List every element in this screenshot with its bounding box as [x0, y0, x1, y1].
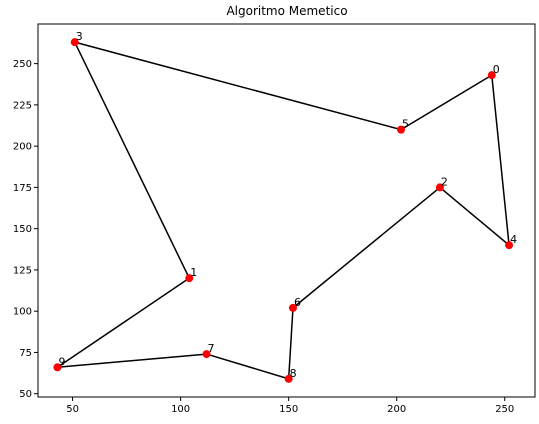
route-point-0	[487, 71, 496, 80]
route-segment-2-4	[439, 186, 510, 246]
route-segment-1-9	[57, 277, 190, 368]
plot-frame	[37, 23, 536, 398]
route-point-4	[505, 241, 514, 250]
point-label-9: 9	[58, 355, 65, 368]
route-point-2	[435, 183, 444, 192]
point-label-3: 3	[76, 30, 83, 43]
point-label-6: 6	[294, 296, 301, 309]
y-tick-label-50: 50	[19, 389, 32, 400]
x-tick-label-200: 200	[387, 404, 406, 415]
route-point-6	[288, 303, 297, 312]
route-segment-7-8	[206, 353, 289, 380]
x-tick-label-250: 250	[495, 404, 514, 415]
y-tick-label-225: 225	[13, 100, 32, 111]
point-label-2: 2	[441, 175, 448, 188]
point-label-5: 5	[402, 118, 409, 131]
point-label-7: 7	[208, 342, 215, 355]
chart-title: Algoritmo Memetico	[226, 4, 347, 18]
point-label-1: 1	[190, 266, 197, 279]
route-segment-9-7	[57, 353, 207, 369]
y-tick-label-75: 75	[19, 348, 32, 359]
route-segment-8-6	[287, 307, 294, 379]
x-tick-label-50: 50	[66, 404, 79, 415]
route-segment-5-3	[74, 41, 402, 131]
route-segment-3-1	[74, 41, 190, 279]
route-segment-6-2	[292, 186, 441, 309]
route-point-8	[284, 374, 293, 383]
route-point-7	[202, 350, 211, 359]
route-segment-4-0	[491, 75, 510, 246]
y-tick-label-250: 250	[13, 59, 32, 70]
x-axis: 50 100 150 200 250	[66, 397, 514, 415]
y-axis: 50 75 100 125 150 175 200 225 250	[13, 59, 38, 400]
y-tick-label-150: 150	[13, 224, 32, 235]
point-label-8: 8	[290, 367, 297, 380]
y-tick-label-200: 200	[13, 142, 32, 153]
route-point-5	[397, 125, 406, 134]
x-tick-label-150: 150	[279, 404, 298, 415]
point-labels: 0 1 2 3 4 5 6 7 8 9	[58, 30, 517, 380]
y-tick-label-175: 175	[13, 183, 32, 194]
y-tick-label-100: 100	[13, 307, 32, 318]
route-point-9	[53, 363, 62, 372]
x-tick-label-100: 100	[171, 404, 190, 415]
route-lines	[57, 41, 510, 380]
y-tick-label-125: 125	[13, 265, 32, 276]
route-points	[53, 38, 514, 383]
route-point-3	[70, 38, 79, 47]
point-label-0: 0	[493, 63, 500, 76]
route-point-1	[185, 274, 194, 283]
point-label-4: 4	[510, 233, 517, 246]
route-segment-0-5	[400, 74, 493, 131]
